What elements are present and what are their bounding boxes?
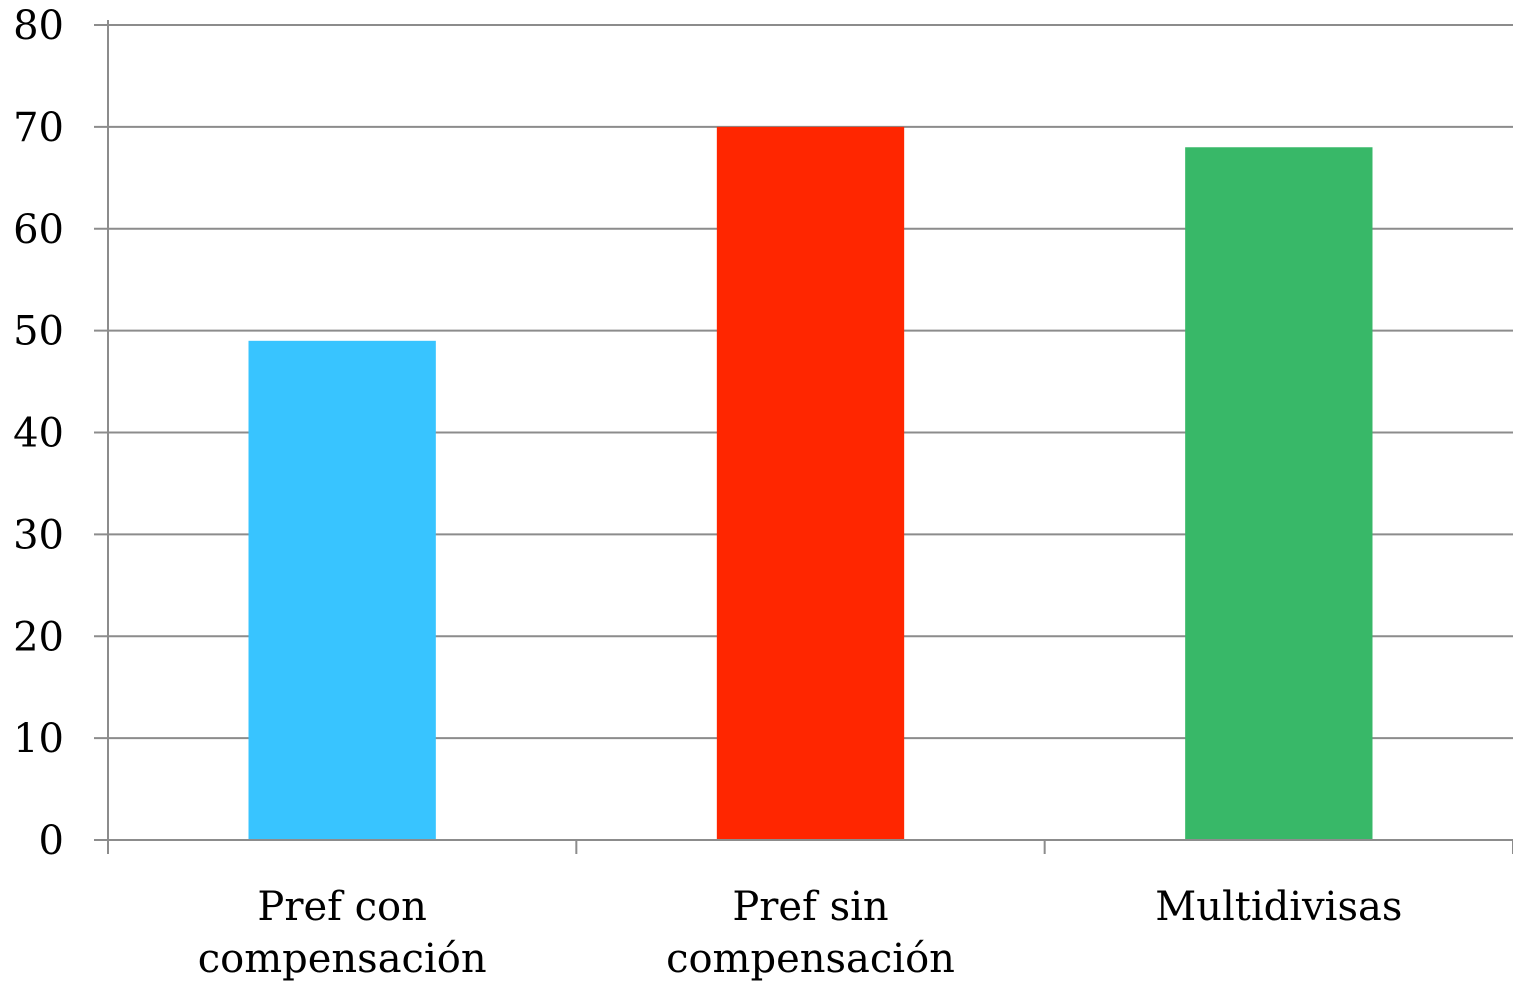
labels: 0 10 20 30 40 50 60 70 80 Pref con compensación Pre…	[13, 3, 1402, 982]
x-category-label: compensación	[666, 936, 955, 982]
y-tick-label: 50	[13, 309, 64, 355]
y-tick-label: 10	[13, 716, 64, 762]
x-category-label: compensación	[198, 936, 487, 982]
y-tick-label: 80	[13, 3, 64, 49]
y-tick-label: 20	[13, 614, 64, 660]
axes	[94, 20, 1513, 854]
bar	[248, 340, 436, 840]
bar	[1185, 147, 1373, 840]
y-tick-label: 60	[13, 207, 64, 253]
bars	[248, 126, 1373, 840]
y-tick-label: 40	[13, 411, 64, 457]
y-tick-label: 30	[13, 512, 64, 558]
y-tick-label: 70	[13, 105, 64, 151]
bar	[716, 126, 905, 840]
y-tick-label: 0	[39, 818, 64, 864]
x-category-label: Multidivisas	[1155, 884, 1402, 930]
x-category-label: Pref con	[257, 884, 426, 930]
x-category-label: Pref sin	[732, 884, 888, 930]
